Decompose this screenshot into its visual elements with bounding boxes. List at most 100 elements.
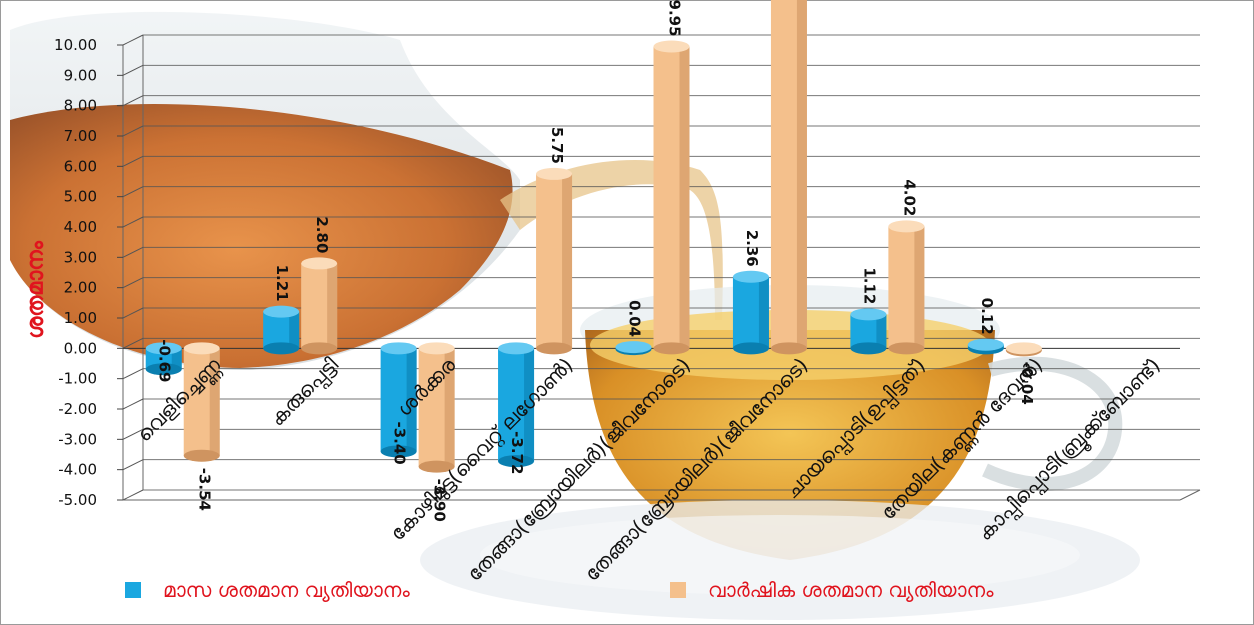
data-label-annual-1: 2.80 [313,216,331,253]
bar-monthly-4-top-cap [615,341,652,354]
data-label-annual-3: 5.75 [548,127,566,164]
data-label-monthly-1: 1.21 [273,265,291,302]
bar-annual-6-shade [914,226,925,349]
bar-annual-3-shade [562,173,573,349]
bar-monthly-5-shade [758,276,769,349]
y-tick-label: 0.00 [64,339,97,357]
grid-line-side [122,428,144,440]
bar-monthly-2-bottom-cap [380,445,417,458]
grid-line-side [122,95,144,107]
x-category-label-5: തേങ്ങാ(ബ്രോയിലർ)(ജീവനോടെ) [579,353,812,586]
grid-line-side [122,186,144,198]
grid-line-side [122,489,144,501]
grid-line-side [122,337,144,349]
bar-annual-5-bottom-cap [770,342,807,355]
y-tick-label: 4.00 [64,218,97,236]
bar-annual-4-shade [679,46,690,349]
legend-label-annual: വാർഷിക ശതമാന വ്യതിയാനം [708,578,994,602]
data-label-annual-4: 9.95 [666,0,684,37]
grid-line-side [122,398,144,410]
data-label-annual-2: -3.90 [431,479,449,522]
bar-monthly-1-top-cap [263,305,300,318]
bar-annual-0-shade [209,348,220,456]
grid-line-side [122,459,144,471]
bar-annual-7-top-cap [1005,342,1042,355]
bar-monthly-0-shade [171,348,182,370]
bar-monthly-5-bottom-cap [732,342,769,355]
y-tick-label: 7.00 [64,127,97,145]
data-label-annual-6: 4.02 [900,179,918,216]
bar-monthly-6-shade [876,314,887,349]
grid-line-side [122,34,144,46]
data-label-annual-0: -3.54 [196,468,214,511]
bar-annual-0-top-cap [183,342,220,355]
legend-item-annual: വാർഷിക ശതമാന വ്യതിയാനം [670,578,993,602]
y-tick-label: -5.00 [58,491,97,509]
y-tick-label: 1.00 [64,309,97,327]
bar-annual-3-bottom-cap [536,342,573,355]
bar-monthly-2-shade [406,348,417,452]
grid-line-side [122,246,144,258]
grid-line-side [122,125,144,137]
data-label-monthly-3: -3.72 [508,431,526,474]
data-label-monthly-0: -0.69 [156,339,174,382]
bar-annual-1-top-cap [301,257,338,270]
bar-annual-6-top-cap [888,220,925,233]
bar-monthly-7-top-cap [967,338,1004,351]
grid-line-side [122,216,144,228]
bar-monthly-6-top-cap [850,308,887,321]
grid-line-side [122,277,144,289]
bar-annual-2-bottom-cap [418,460,455,473]
data-label-monthly-4: 0.04 [626,300,644,337]
y-tick-label: 10.00 [54,36,97,54]
y-tick-label: 3.00 [64,248,97,266]
y-axis-label: ശതമാനം [23,241,49,339]
bar-annual-4-bottom-cap [653,342,690,355]
y-tick-label: 2.00 [64,279,97,297]
data-label-monthly-7: 0.12 [978,298,996,335]
y-tick-label: -4.00 [58,461,97,479]
legend-swatch-monthly [125,582,141,598]
bar-monthly-3-bottom-cap [498,455,535,468]
legend: മാസ ശതമാന വ്യതിയാനം വാർഷിക ശതമാന വ്യതിയാ… [125,572,1225,608]
y-tick-label: 6.00 [64,157,97,175]
y-tick-label: -3.00 [58,430,97,448]
legend-swatch-annual [670,582,686,598]
x-category-label-4: തേങ്ങാ(ബ്രോയിലർ)(ജീവനോടെ) [462,353,695,586]
legend-label-monthly: മാസ ശതമാന വ്യതിയാനം [163,578,410,602]
bar-monthly-0-bottom-cap [145,363,182,376]
bar-annual-2-top-cap [418,342,455,355]
bar-annual-3-top-cap [536,167,573,180]
y-tick-label: -2.00 [58,400,97,418]
bar-annual-4-top-cap [653,40,690,53]
grid-line-side [122,64,144,76]
y-tick-label: -1.00 [58,370,97,388]
bar-monthly-3-top-cap [498,342,535,355]
data-label-monthly-5: 2.36 [743,230,761,267]
grid-line-side [122,368,144,380]
y-tick-label: 9.00 [64,66,97,84]
bar-monthly-0-top-cap [145,342,182,355]
y-tick-label: 8.00 [64,97,97,115]
data-label-monthly-6: 1.12 [860,267,878,304]
bar-annual-5-shade [796,0,807,349]
grid-line-side [122,155,144,167]
y-tick-label: 5.00 [64,188,97,206]
bar-annual-6-bottom-cap [888,342,925,355]
grid-line-side [122,307,144,319]
bar-monthly-3-shade [524,348,535,462]
bar-annual-1-bottom-cap [301,342,338,355]
bar-annual-2-shade [444,348,455,467]
legend-item-monthly: മാസ ശതമാന വ്യതിയാനം [125,578,410,602]
bar-monthly-2-top-cap [380,342,417,355]
floor-right-edge [1179,489,1201,501]
bar-monthly-5-top-cap [732,270,769,283]
bar-annual-1-shade [327,263,338,349]
data-label-annual-7: -0.04 [1018,362,1036,405]
bar-monthly-6-bottom-cap [850,342,887,355]
bar-annual-0-bottom-cap [183,449,220,462]
data-label-monthly-2: -3.40 [391,421,409,464]
x-category-label-1: കരുപ്പെട്ടി [265,352,345,432]
bar-monthly-1-bottom-cap [263,342,300,355]
